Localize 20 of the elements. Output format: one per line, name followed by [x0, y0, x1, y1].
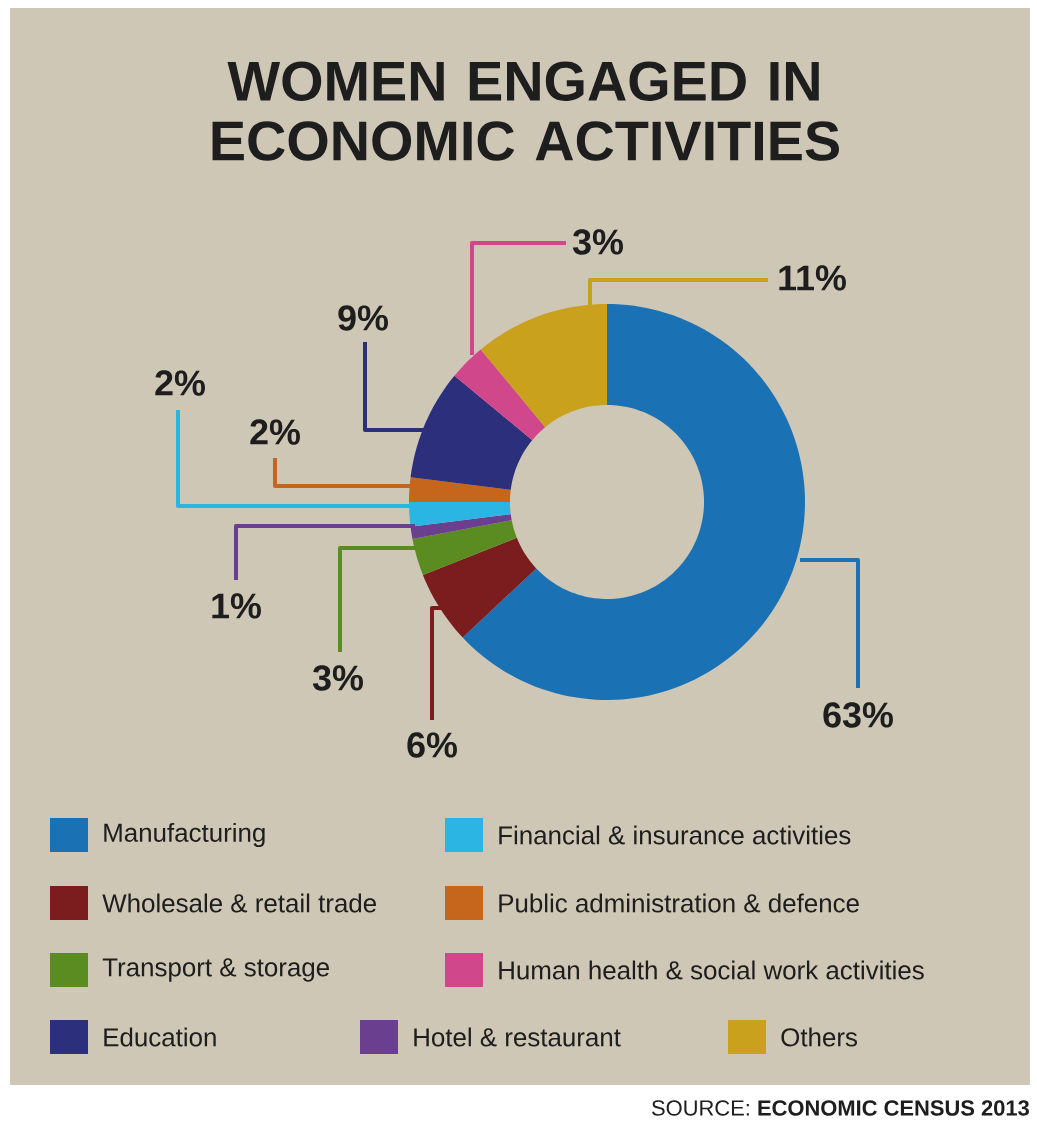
legend-label: Public administration & defence	[499, 893, 859, 913]
data-label: 2%	[250, 419, 300, 445]
legend-label: Others	[781, 1027, 857, 1047]
data-label: 2%	[155, 370, 205, 396]
data-label: 1%	[212, 593, 261, 619]
chart-title: WOMEN ENGAGED IN ECONOMIC ACTIVITIES	[212, 61, 839, 161]
data-label: 9%	[338, 305, 388, 331]
legend-label: Manufacturing	[104, 822, 265, 848]
data-label: 63%	[823, 702, 893, 728]
legend-label: Hotel & restaurant	[414, 1027, 621, 1047]
legend-label: Human health & social work activities	[499, 960, 924, 980]
data-label: 3%	[312, 665, 363, 691]
legend-label: Transport & storage	[102, 958, 329, 982]
legend-label: Wholesale & retail trade	[102, 893, 376, 913]
legend-label: Education	[104, 1027, 216, 1047]
legend-label: Financial & insurance activities	[499, 825, 851, 845]
data-label: 6%	[407, 732, 457, 758]
source-note: SOURCE: ECONOMIC CENSUS 2013	[652, 1100, 1029, 1116]
data-label: 3%	[572, 229, 623, 255]
data-label: 11%	[779, 265, 846, 291]
